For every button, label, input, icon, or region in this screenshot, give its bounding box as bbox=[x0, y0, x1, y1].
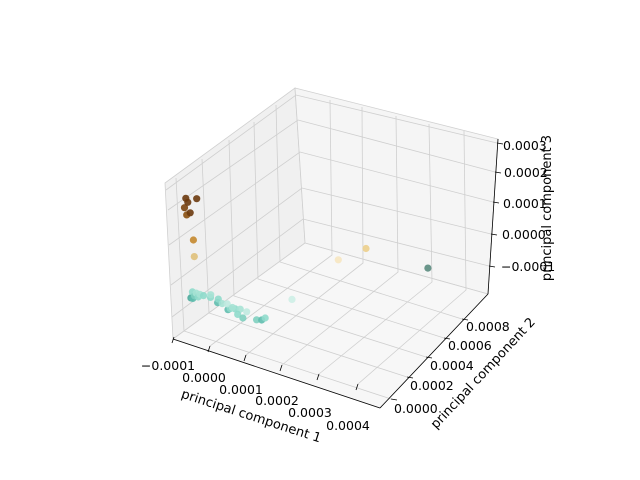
x-tick-mark bbox=[171, 336, 175, 344]
x-tick-mark bbox=[243, 354, 247, 362]
scatter-point bbox=[207, 291, 215, 299]
gridline-x bbox=[357, 130, 467, 385]
scatter-points bbox=[180, 194, 432, 324]
x-tick-mark bbox=[316, 373, 320, 381]
gridline-z bbox=[168, 151, 494, 246]
z-tick-mark bbox=[488, 265, 496, 268]
scatter-point bbox=[424, 264, 432, 272]
x-axis-line bbox=[172, 338, 381, 409]
z-tick-labels: −0.0001 0.0000 0.0001 0.0002 0.0003 bbox=[501, 138, 555, 274]
gridline-x bbox=[318, 123, 433, 375]
x-tick-labels: −0.0001 0.0000 0.0001 0.0002 0.0003 0.00… bbox=[141, 358, 370, 433]
scatter-point bbox=[234, 310, 242, 318]
z-tick-mark bbox=[494, 171, 502, 174]
y-tick-mark bbox=[425, 356, 433, 359]
z-tick-label: 0.0001 bbox=[503, 196, 547, 211]
y-tick-label: 0.0000 bbox=[394, 401, 438, 416]
x-tick-label: 0.0002 bbox=[255, 393, 299, 408]
x-tick-mark bbox=[355, 383, 359, 391]
x-tick-label: 0.0004 bbox=[326, 418, 370, 433]
y-tick-mark bbox=[406, 376, 414, 379]
scatter-point bbox=[334, 256, 342, 264]
scatter-point bbox=[243, 308, 251, 316]
gridline-z bbox=[165, 94, 498, 191]
z-axis-line bbox=[487, 138, 499, 295]
gridline-x bbox=[281, 115, 399, 366]
tick-marks bbox=[171, 142, 504, 401]
z-tick-mark bbox=[490, 233, 498, 236]
y-tick-mark bbox=[390, 398, 398, 401]
gridline-x bbox=[209, 99, 333, 347]
axis-lines bbox=[172, 138, 499, 409]
scatter-point bbox=[190, 253, 198, 261]
scatter-point bbox=[288, 295, 296, 303]
scatter-point bbox=[199, 292, 208, 300]
z-tick-mark bbox=[496, 142, 504, 145]
gridline-y bbox=[275, 104, 463, 320]
gridline-x bbox=[245, 106, 364, 356]
z-tick-label: 0.0000 bbox=[502, 227, 546, 242]
x-tick-label: −0.0001 bbox=[141, 358, 195, 373]
gridlines bbox=[165, 94, 498, 400]
scatter-point bbox=[184, 198, 192, 206]
scatter-point bbox=[189, 236, 197, 244]
gridline-z bbox=[171, 218, 490, 318]
scatter-point bbox=[253, 316, 261, 324]
scatter-point bbox=[239, 314, 247, 322]
x-tick-label: 0.0000 bbox=[182, 370, 226, 385]
y-tick-label: 0.0002 bbox=[410, 378, 454, 393]
y-tick-label: 0.0008 bbox=[466, 319, 510, 334]
x-tick-mark bbox=[207, 345, 211, 353]
y-tick-labels: 0.0000 0.0002 0.0004 0.0006 0.0008 bbox=[394, 319, 510, 416]
z-tick-label: −0.0001 bbox=[501, 259, 555, 274]
scatter-point bbox=[228, 303, 236, 312]
gridline-y bbox=[175, 177, 392, 400]
z-tick-label: 0.0003 bbox=[503, 138, 547, 153]
z-tick-mark bbox=[492, 201, 500, 204]
y-tick-mark bbox=[461, 318, 469, 321]
scatter-point bbox=[362, 244, 370, 253]
y-axis-line bbox=[379, 293, 489, 409]
gridline-y bbox=[253, 121, 445, 339]
x-tick-mark bbox=[279, 364, 283, 372]
scatter-point bbox=[193, 195, 201, 203]
x-tick-label: 0.0001 bbox=[219, 382, 263, 397]
axes-panes bbox=[164, 87, 499, 409]
z-axis-label: principal component 3 bbox=[540, 135, 555, 281]
y-tick-label: 0.0006 bbox=[448, 338, 492, 353]
z-tick-label: 0.0002 bbox=[504, 165, 548, 180]
scatter-point bbox=[186, 209, 194, 217]
y-tick-label: 0.0004 bbox=[430, 358, 474, 373]
gridline-z bbox=[170, 187, 492, 286]
scatter-point bbox=[223, 300, 231, 308]
x-tick-label: 0.0003 bbox=[288, 405, 332, 420]
scatter-point bbox=[180, 204, 189, 212]
scatter-point bbox=[261, 314, 269, 322]
gridline-y bbox=[228, 139, 427, 358]
gridline-y bbox=[201, 158, 408, 378]
y-tick-mark bbox=[443, 337, 451, 340]
gridline-z bbox=[167, 119, 496, 211]
